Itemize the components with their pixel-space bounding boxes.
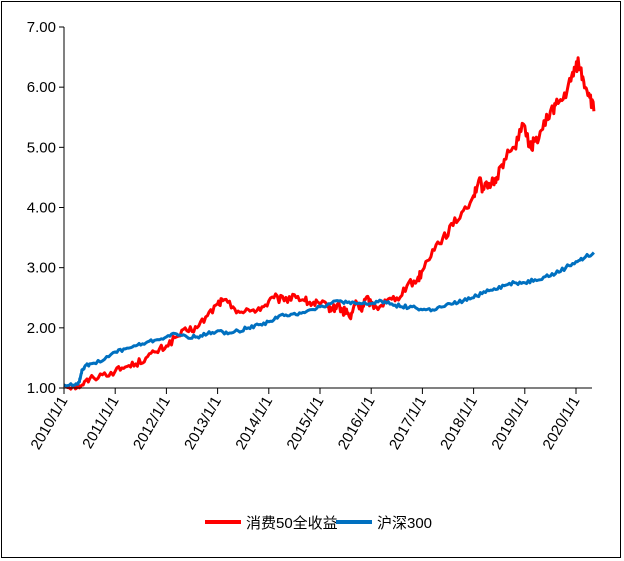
x-tick-label: 2015/1/1 — [284, 394, 328, 453]
y-tick-label: 7.00 — [27, 19, 56, 36]
legend-label-0: 消费50全收益 — [246, 514, 338, 532]
x-axis-ticks — [63, 388, 577, 394]
y-tick-label: 4.00 — [27, 200, 56, 217]
x-tick-label: 2018/1/1 — [437, 393, 481, 452]
x-tick-label: 2011/1/1 — [79, 394, 122, 452]
legend-label-1: 沪深300 — [377, 515, 432, 532]
x-tick-label: 2020/1/1 — [540, 394, 584, 453]
x-tick-label: 2016/1/1 — [335, 394, 379, 453]
legend: 消费50全收益 沪深300 — [205, 514, 432, 532]
x-tick-label: 2010/1/1 — [28, 394, 72, 453]
series-line-1 — [63, 251, 595, 388]
series-lines — [63, 56, 596, 391]
x-tick-label: 2013/1/1 — [181, 394, 225, 453]
y-axis-ticks — [59, 26, 64, 389]
x-tick-label: 2014/1/1 — [232, 394, 276, 453]
y-tick-label: 6.00 — [27, 79, 56, 96]
series-line-0 — [63, 56, 596, 391]
x-tick-label: 2012/1/1 — [130, 394, 174, 453]
y-tick-label: 2.00 — [27, 320, 56, 337]
y-axis-labels: 1.00 2.00 3.00 4.00 5.00 6.00 7.00 — [27, 19, 56, 397]
y-tick-label: 5.00 — [27, 139, 56, 156]
x-tick-label: 2019/1/1 — [488, 394, 532, 453]
x-tick-label: 2017/1/1 — [386, 394, 430, 453]
y-tick-label: 1.00 — [27, 380, 56, 397]
x-axis-labels: 2010/1/1 2011/1/1 2012/1/1 2013/1/1 2014/1/1… — [28, 393, 584, 452]
y-tick-label: 3.00 — [27, 260, 56, 277]
